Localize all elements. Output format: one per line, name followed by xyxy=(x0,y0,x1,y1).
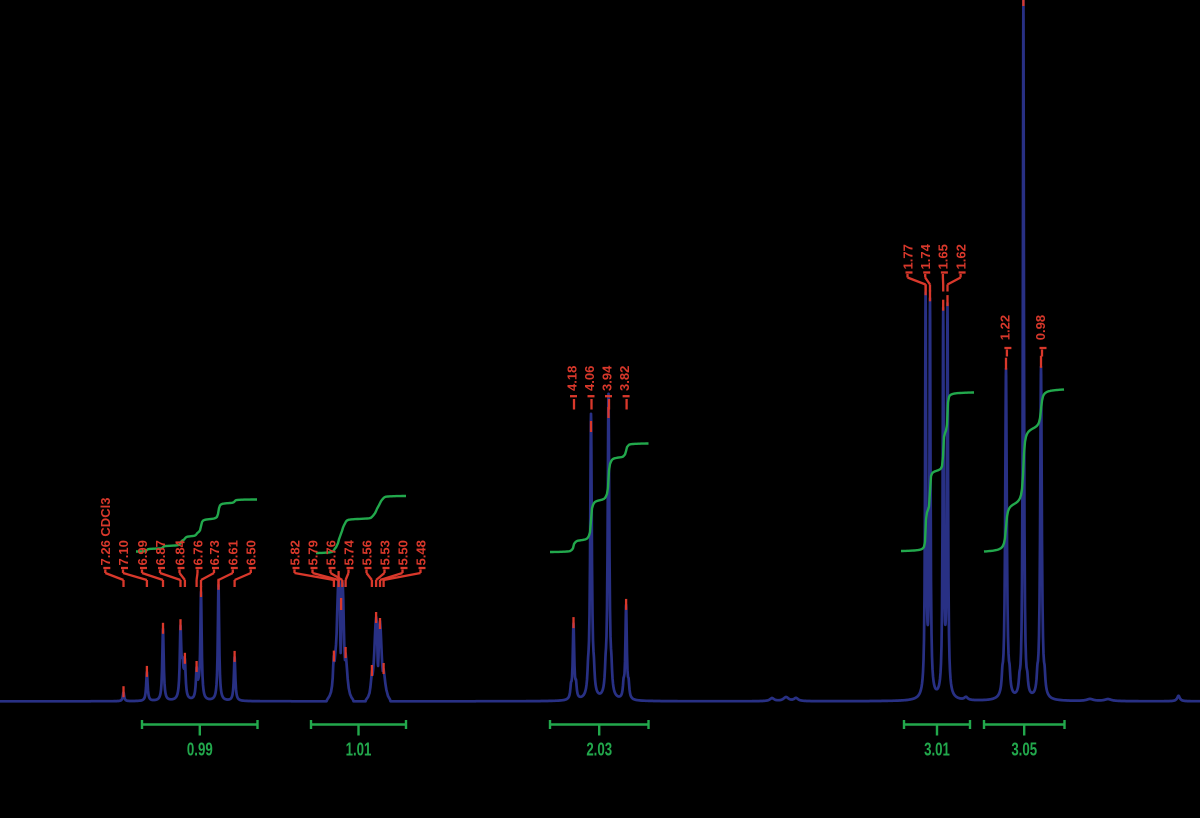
svg-text:3.94: 3.94 xyxy=(599,365,614,391)
svg-text:7.26 CDCl3: 7.26 CDCl3 xyxy=(98,498,113,566)
svg-text:5.82: 5.82 xyxy=(287,540,302,565)
svg-text:1.62: 1.62 xyxy=(953,244,968,269)
svg-text:3.05: 3.05 xyxy=(1011,739,1037,760)
svg-text:5.76: 5.76 xyxy=(323,540,338,565)
svg-text:6.84: 6.84 xyxy=(172,539,187,565)
svg-text:1.74: 1.74 xyxy=(918,243,933,269)
svg-text:3.01: 3.01 xyxy=(924,739,950,760)
svg-text:6.99: 6.99 xyxy=(135,540,150,565)
svg-text:0.98: 0.98 xyxy=(1033,315,1048,340)
svg-text:5.50: 5.50 xyxy=(395,540,410,565)
svg-text:0.99: 0.99 xyxy=(187,739,213,760)
svg-text:1.01: 1.01 xyxy=(346,739,372,760)
svg-text:5.74: 5.74 xyxy=(341,539,356,565)
svg-text:6.61: 6.61 xyxy=(226,540,241,565)
svg-text:5.48: 5.48 xyxy=(413,540,428,565)
svg-text:6.50: 6.50 xyxy=(244,540,259,565)
svg-text:6.87: 6.87 xyxy=(153,540,168,565)
svg-text:5.56: 5.56 xyxy=(359,540,374,565)
svg-text:2.03: 2.03 xyxy=(586,739,612,760)
svg-text:7.10: 7.10 xyxy=(116,540,131,565)
svg-text:5.79: 5.79 xyxy=(305,540,320,565)
svg-text:4.06: 4.06 xyxy=(582,366,597,391)
svg-text:5.53: 5.53 xyxy=(377,540,392,565)
svg-text:3.82: 3.82 xyxy=(617,366,632,391)
svg-text:1.65: 1.65 xyxy=(936,244,951,269)
svg-text:6.76: 6.76 xyxy=(190,540,205,565)
svg-text:1.22: 1.22 xyxy=(998,315,1013,340)
svg-text:4.18: 4.18 xyxy=(564,366,579,391)
svg-text:1.77: 1.77 xyxy=(900,244,915,269)
svg-text:6.73: 6.73 xyxy=(207,540,222,565)
